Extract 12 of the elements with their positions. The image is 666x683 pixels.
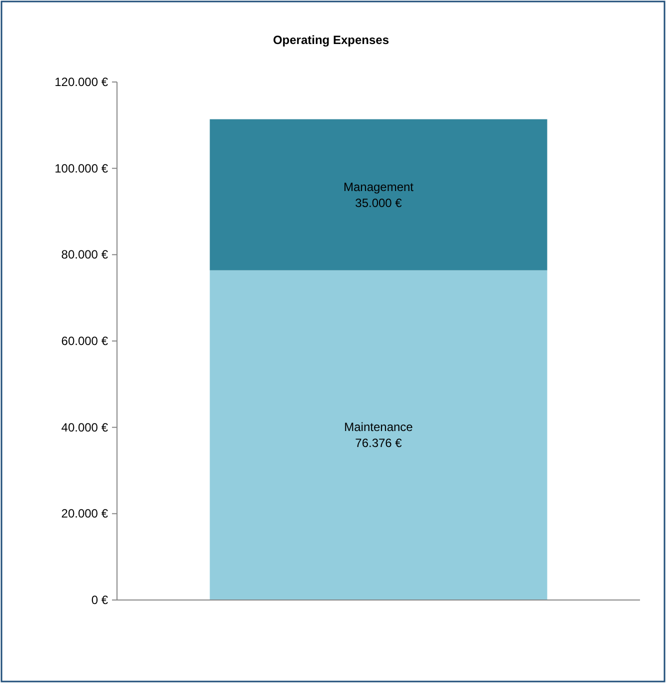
y-tick-label: 60.000 € [61,334,108,348]
series-label: Maintenance [344,420,414,434]
y-tick-label: 100.000 € [54,161,108,176]
data-label: 35.000 € [355,196,402,210]
y-tick-label: 20.000 € [61,506,108,521]
data-label: 76.376 € [355,436,402,450]
y-tick-label: 0 € [91,593,108,607]
y-tick-label: 120.000 € [54,75,108,89]
chart-title: Operating Expenses [272,33,390,47]
y-tick-label: 80.000 € [61,248,108,262]
y-tick-label: 40.000 € [61,420,108,434]
series-label: Management [343,180,414,194]
